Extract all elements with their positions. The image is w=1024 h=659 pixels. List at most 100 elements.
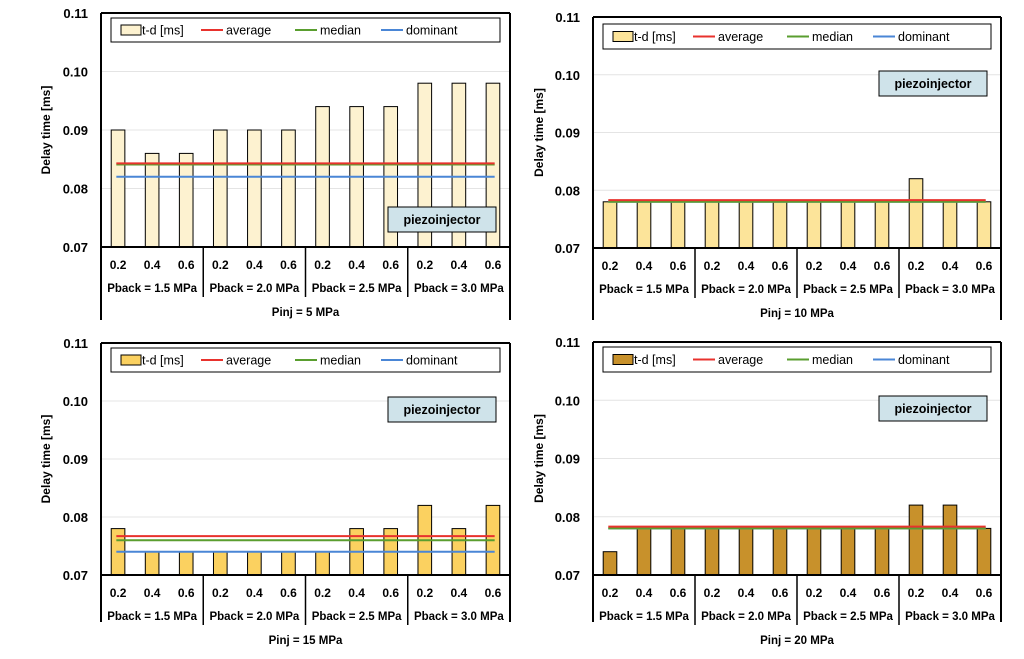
group-label: Pback = 2.0 MPa bbox=[701, 611, 791, 623]
bar bbox=[942, 504, 958, 576]
bar bbox=[178, 152, 194, 248]
bar bbox=[281, 551, 296, 576]
group-label: Pback = 2.5 MPa bbox=[312, 283, 402, 295]
y-axis-label: Delay time [ms] bbox=[39, 86, 53, 175]
group-label: Pback = 2.5 MPa bbox=[312, 611, 402, 623]
x-axis-label: Pinj = 10 MPa bbox=[760, 308, 834, 320]
bar bbox=[636, 527, 652, 576]
x-tick-label: 0.2 bbox=[314, 586, 331, 600]
bar bbox=[670, 527, 686, 576]
bar bbox=[908, 504, 924, 576]
bar bbox=[602, 201, 618, 249]
y-tick-label: 0.09 bbox=[555, 126, 580, 141]
bar bbox=[806, 527, 822, 576]
x-axis-label: Pinj = 5 MPa bbox=[272, 307, 340, 319]
x-tick-label: 0.6 bbox=[382, 586, 399, 600]
x-tick-label: 0.4 bbox=[246, 586, 263, 600]
bar bbox=[772, 527, 788, 576]
y-tick-label: 0.11 bbox=[63, 336, 88, 351]
group-label: Pback = 1.5 MPa bbox=[107, 283, 197, 295]
x-tick-label: 0.2 bbox=[110, 258, 127, 272]
bar bbox=[874, 201, 890, 249]
legend-swatch-bar bbox=[120, 354, 142, 366]
y-axis-label: Delay time [ms] bbox=[532, 414, 546, 503]
bar bbox=[806, 201, 822, 249]
group-label: Pback = 2.0 MPa bbox=[701, 284, 791, 296]
x-tick-label: 0.4 bbox=[451, 586, 468, 600]
x-tick-label: 0.2 bbox=[806, 586, 823, 600]
x-tick-label: 0.4 bbox=[451, 258, 468, 272]
bar bbox=[840, 201, 856, 249]
legend-label: median bbox=[812, 353, 853, 367]
bar bbox=[840, 527, 856, 576]
legend-swatch-bar bbox=[612, 354, 634, 365]
y-tick-label: 0.07 bbox=[63, 568, 88, 583]
bar bbox=[908, 178, 924, 249]
y-tick-label: 0.08 bbox=[555, 510, 580, 525]
annotation-label: piezoinjector bbox=[894, 402, 971, 416]
bar bbox=[212, 551, 228, 576]
bar bbox=[602, 551, 618, 576]
annotation-label: piezoinjector bbox=[894, 77, 971, 91]
annotation-label: piezoinjector bbox=[403, 403, 480, 417]
legend-swatch-bar bbox=[120, 24, 142, 36]
y-tick-label: 0.10 bbox=[555, 393, 580, 408]
legend-label: dominant bbox=[898, 30, 950, 44]
x-tick-label: 0.6 bbox=[976, 259, 993, 273]
bar bbox=[976, 527, 992, 576]
y-tick-label: 0.09 bbox=[63, 452, 88, 467]
bar bbox=[212, 129, 228, 248]
group-label: Pback = 2.0 MPa bbox=[209, 611, 299, 623]
annotation-box bbox=[387, 206, 497, 233]
y-axis-label: Delay time [ms] bbox=[39, 415, 53, 504]
legend: t-d [ms] average median dominant bbox=[602, 346, 992, 373]
y-tick-label: 0.10 bbox=[63, 65, 88, 80]
x-tick-label: 0.6 bbox=[280, 586, 297, 600]
x-tick-label: 0.2 bbox=[212, 258, 229, 272]
x-tick-label: 0.4 bbox=[942, 259, 959, 273]
x-tick-label: 0.6 bbox=[874, 586, 891, 600]
y-tick-label: 0.09 bbox=[555, 452, 580, 467]
annotation-box bbox=[387, 396, 497, 423]
x-tick-label: 0.4 bbox=[738, 586, 755, 600]
group-label: Pback = 3.0 MPa bbox=[414, 283, 504, 295]
bar bbox=[704, 201, 720, 249]
bar bbox=[281, 129, 296, 248]
y-tick-label: 0.08 bbox=[555, 183, 580, 198]
x-tick-label: 0.2 bbox=[602, 586, 619, 600]
x-tick-label: 0.2 bbox=[416, 258, 433, 272]
bar bbox=[874, 527, 890, 576]
x-tick-label: 0.2 bbox=[416, 586, 433, 600]
x-tick-label: 0.6 bbox=[772, 586, 789, 600]
x-tick-label: 0.4 bbox=[348, 258, 365, 272]
x-tick-label: 0.6 bbox=[485, 258, 502, 272]
chart-panel-2: 0.07 0.08 0.09 0.10 0.11 Delay time [ms] 0.2 0.… bbox=[532, 10, 1002, 320]
y-tick-label: 0.09 bbox=[63, 123, 88, 138]
group-label: Pback = 1.5 MPa bbox=[599, 611, 689, 623]
legend-label: t-d [ms] bbox=[634, 30, 676, 44]
bar bbox=[976, 201, 992, 249]
x-tick-label: 0.4 bbox=[840, 259, 857, 273]
bar bbox=[315, 551, 330, 576]
group-label: Pback = 2.0 MPa bbox=[209, 283, 299, 295]
x-axis-label: Pinj = 15 MPa bbox=[269, 635, 343, 647]
y-tick-label: 0.07 bbox=[555, 568, 580, 583]
legend-label: t-d [ms] bbox=[142, 24, 184, 38]
group-label: Pback = 2.5 MPa bbox=[803, 611, 893, 623]
legend-label: median bbox=[812, 30, 853, 44]
x-tick-label: 0.2 bbox=[110, 586, 127, 600]
x-tick-label: 0.4 bbox=[348, 586, 365, 600]
y-axis-label: Delay time [ms] bbox=[532, 88, 546, 177]
y-tick-label: 0.10 bbox=[555, 68, 580, 83]
x-tick-label: 0.2 bbox=[908, 586, 925, 600]
y-tick-label: 0.08 bbox=[63, 182, 88, 197]
bar bbox=[704, 527, 720, 576]
annotation-label: piezoinjector bbox=[403, 213, 480, 227]
y-tick-label: 0.11 bbox=[555, 335, 580, 350]
y-tick-label: 0.07 bbox=[555, 241, 580, 256]
bar bbox=[738, 527, 754, 576]
bar bbox=[636, 201, 652, 249]
chart-panel-1: 0.07 0.08 0.09 0.10 0.11 Delay time [ms] 0.2 0.… bbox=[39, 6, 511, 320]
x-tick-label: 0.4 bbox=[636, 259, 653, 273]
y-tick-label: 0.07 bbox=[63, 240, 88, 255]
